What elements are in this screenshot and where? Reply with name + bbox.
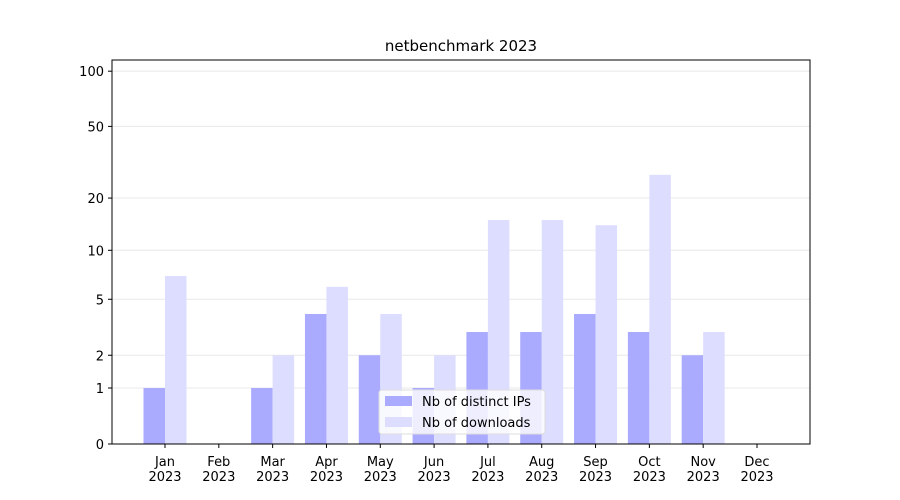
x-tick-label: Dec 2023 [740,455,773,485]
y-tick-label: 5 [96,293,104,308]
legend: Nb of distinct IPs Nb of downloads [378,389,546,435]
chart-title: netbenchmark 2023 [385,37,537,55]
legend-box [378,389,546,435]
bar [326,286,348,444]
bar [681,355,704,444]
x-tick-label: Oct 2023 [633,455,666,485]
y-tick-label: 100 [79,65,104,80]
y-tick-label: 50 [87,120,104,135]
bar [358,355,381,444]
bar [304,313,327,444]
bar [143,388,165,444]
y-tick-label: 10 [87,244,104,259]
bar [487,220,510,444]
y-tick-label: 0 [96,438,104,453]
bar [649,174,671,444]
bar [272,355,295,444]
x-tick-label: Nov 2023 [687,455,720,485]
plot-frame [111,59,811,445]
x-tick-label: Apr 2023 [310,455,343,485]
x-tick-label: Jun 2023 [418,455,451,485]
legend-label: Nb of distinct IPs [422,395,531,410]
bar [251,388,273,444]
x-tick-label: Feb 2023 [202,455,235,485]
legend-label: Nb of downloads [422,416,531,431]
bar [703,332,725,444]
bar [541,220,564,444]
x-tick-label: May 2023 [364,455,397,485]
y-tick-label: 2 [96,349,104,364]
x-tick-label: Jan 2023 [148,455,181,485]
x-tick-label: Aug 2023 [525,455,558,485]
y-tick-label: 1 [96,382,104,397]
x-tick-label: Mar 2023 [256,455,289,485]
bar [595,225,618,444]
legend-swatch [385,417,412,427]
bar [627,332,650,444]
y-tick-label: 20 [87,192,104,207]
bar [165,276,187,444]
bar [574,313,596,444]
x-tick-label: Jul 2023 [471,455,504,485]
legend-swatch [385,396,412,406]
x-tick-label: Sep 2023 [579,455,612,485]
